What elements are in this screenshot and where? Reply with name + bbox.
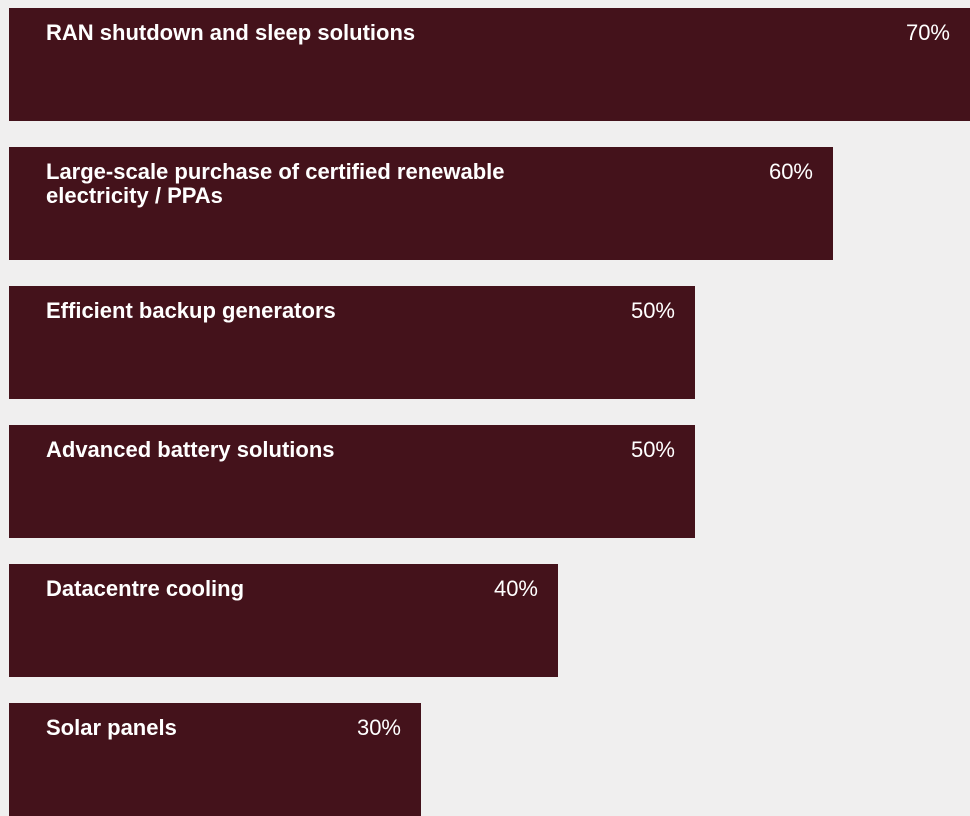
bar-value-label: 50%: [630, 437, 675, 462]
bar-label: Datacentre cooling: [46, 576, 245, 601]
bar: Solar panels 30%: [9, 703, 421, 816]
bar-label: Large-scale purchase of certified renewa…: [46, 159, 505, 208]
bar-value-label: 40%: [493, 576, 538, 601]
bar-label: Solar panels: [46, 715, 177, 740]
bar: Large-scale purchase of certified renewa…: [9, 147, 833, 260]
bar-label: Advanced battery solutions: [46, 437, 335, 462]
bar-label: RAN shutdown and sleep solutions: [46, 20, 416, 45]
bar: Efficient backup generators 50%: [9, 286, 695, 399]
bar: RAN shutdown and sleep solutions 70%: [9, 8, 970, 121]
bar-value-label: 30%: [356, 715, 401, 740]
bar-value-label: 60%: [768, 159, 813, 184]
bar: Datacentre cooling 40%: [9, 564, 558, 677]
bar-value-label: 70%: [905, 20, 950, 45]
bar-value-label: 50%: [630, 298, 675, 323]
bar-label: Efficient backup generators: [46, 298, 336, 323]
bar: Advanced battery solutions 50%: [9, 425, 695, 538]
